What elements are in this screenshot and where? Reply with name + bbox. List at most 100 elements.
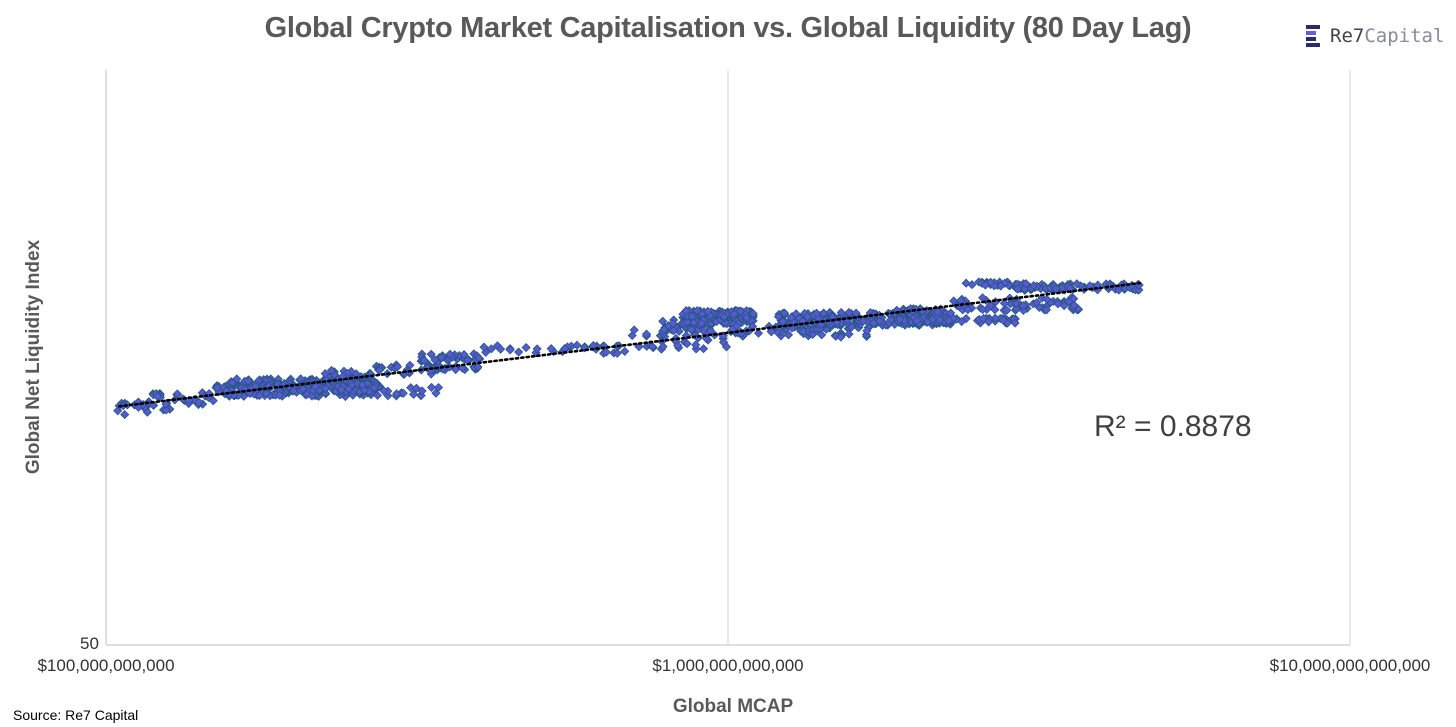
data-point bbox=[817, 330, 827, 340]
data-point bbox=[601, 347, 611, 357]
data-point bbox=[1032, 298, 1042, 308]
data-point bbox=[372, 390, 383, 400]
data-point bbox=[748, 309, 758, 319]
data-point bbox=[949, 296, 959, 306]
x-tick-label: $1,000,000,000,000 bbox=[652, 656, 804, 675]
data-point bbox=[417, 386, 427, 396]
data-point bbox=[1029, 281, 1039, 291]
data-point bbox=[310, 381, 321, 391]
data-point bbox=[532, 344, 542, 354]
data-point bbox=[990, 305, 1000, 315]
data-point bbox=[1018, 305, 1028, 315]
data-point bbox=[780, 308, 790, 318]
data-point bbox=[254, 390, 265, 401]
data-point bbox=[1002, 305, 1012, 315]
data-point bbox=[933, 307, 943, 317]
x-tick-label: $10,000,000,000,000 bbox=[1269, 656, 1431, 675]
data-point bbox=[1018, 301, 1028, 311]
data-point bbox=[980, 280, 990, 290]
brand-wordmark: Re7Capital bbox=[1330, 25, 1445, 47]
data-point bbox=[274, 390, 285, 400]
data-point bbox=[406, 383, 416, 393]
data-point bbox=[658, 316, 668, 326]
data-point bbox=[336, 385, 346, 395]
data-point bbox=[673, 340, 683, 350]
data-point bbox=[869, 318, 879, 328]
data-point bbox=[922, 317, 932, 327]
data-point bbox=[391, 389, 402, 399]
data-point bbox=[321, 384, 331, 394]
data-point bbox=[808, 329, 818, 340]
data-point bbox=[1041, 305, 1052, 315]
data-point bbox=[298, 384, 308, 394]
r-squared-annotation: R² = 0.8878 bbox=[1094, 410, 1252, 443]
data-point bbox=[194, 397, 204, 407]
data-point bbox=[344, 384, 354, 394]
data-point bbox=[1013, 284, 1023, 294]
data-point bbox=[1021, 279, 1031, 289]
data-point bbox=[719, 312, 729, 322]
data-point bbox=[669, 325, 679, 336]
data-point bbox=[998, 315, 1008, 325]
data-point bbox=[996, 281, 1006, 291]
data-point bbox=[721, 342, 732, 352]
data-point bbox=[862, 326, 872, 336]
re7-logo-icon bbox=[1306, 25, 1322, 47]
data-point bbox=[802, 312, 812, 322]
data-point bbox=[629, 325, 639, 335]
data-point bbox=[847, 322, 857, 332]
data-point bbox=[572, 340, 582, 350]
data-point bbox=[357, 380, 367, 390]
data-point bbox=[426, 349, 436, 359]
data-point bbox=[521, 342, 531, 353]
data-point bbox=[766, 327, 776, 337]
data-point bbox=[741, 313, 752, 323]
data-point bbox=[668, 318, 678, 329]
data-point bbox=[451, 364, 461, 375]
data-point bbox=[753, 328, 764, 338]
data-point bbox=[212, 383, 222, 393]
data-point bbox=[659, 324, 669, 335]
data-point bbox=[681, 306, 691, 316]
data-point bbox=[703, 306, 713, 316]
data-point bbox=[783, 330, 794, 340]
chart-title: Global Crypto Market Capitalisation vs. … bbox=[264, 12, 1192, 44]
data-point bbox=[445, 349, 455, 359]
data-point bbox=[844, 329, 854, 339]
data-point bbox=[430, 355, 440, 365]
data-point bbox=[486, 344, 496, 354]
data-point bbox=[836, 307, 846, 318]
data-point bbox=[419, 355, 429, 365]
data-point bbox=[459, 350, 469, 360]
data-point bbox=[320, 369, 330, 379]
data-point bbox=[729, 309, 739, 319]
data-point bbox=[957, 316, 967, 327]
data-point bbox=[514, 347, 524, 357]
y-axis-label: Global Net Liquidity Index bbox=[23, 239, 44, 475]
data-point bbox=[886, 315, 896, 325]
data-point bbox=[944, 316, 954, 326]
data-point bbox=[431, 388, 441, 398]
data-point bbox=[1010, 318, 1020, 328]
brand-logo: Re7Capital bbox=[1306, 22, 1444, 50]
y-tick-label: 50 bbox=[80, 634, 99, 653]
data-point bbox=[836, 332, 846, 342]
data-point bbox=[978, 313, 989, 324]
data-point bbox=[379, 386, 389, 396]
data-point bbox=[142, 407, 152, 417]
data-point bbox=[457, 363, 468, 373]
data-point bbox=[398, 388, 408, 398]
data-point bbox=[698, 344, 709, 354]
data-point bbox=[984, 317, 994, 327]
data-point bbox=[786, 313, 796, 323]
data-point bbox=[1011, 304, 1022, 314]
data-point bbox=[161, 405, 171, 415]
data-point bbox=[791, 309, 801, 319]
data-point bbox=[1051, 284, 1061, 294]
data-point bbox=[682, 339, 692, 349]
data-point bbox=[473, 362, 483, 372]
data-point bbox=[999, 298, 1009, 308]
data-point bbox=[326, 365, 337, 375]
data-point bbox=[120, 410, 130, 420]
